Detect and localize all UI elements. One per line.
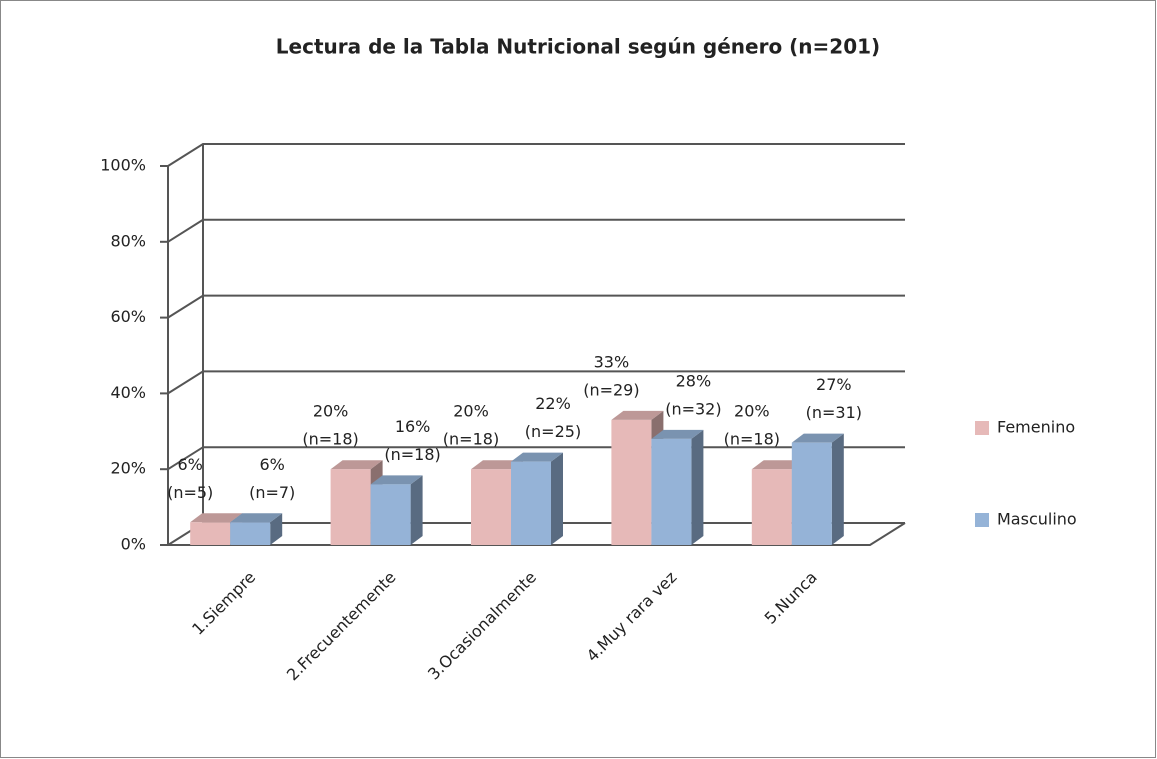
y-tick-label: 20% [110,459,146,478]
data-label: 33% [594,352,630,371]
y-tick-label: 80% [110,231,146,250]
bar-top [330,460,383,470]
bar-top [370,475,423,485]
data-label-count: (n=32) [665,399,721,418]
data-label: 20% [453,402,489,421]
data-label: 6% [178,455,203,474]
bar-top [791,433,844,443]
bar-top [471,460,523,470]
data-label-count: (n=18) [302,430,358,449]
bar [190,522,231,545]
data-label-count: (n=18) [724,430,780,449]
y-tick-label: 60% [110,307,146,326]
bar-top [611,410,664,420]
bar [471,469,511,545]
bar [751,469,792,545]
data-label: 27% [816,375,852,394]
data-label: 16% [395,417,431,436]
bar-top [651,429,704,439]
data-label: 22% [535,394,571,413]
bar-side [410,475,423,545]
bar [611,419,652,545]
data-label: 28% [676,371,712,390]
y-tick-label: 100% [100,156,146,175]
legend-label: Masculino [997,510,1077,529]
legend-swatch [975,513,989,527]
data-label-count: (n=29) [583,380,639,399]
chart-title: Lectura de la Tabla Nutricional según gé… [276,35,880,59]
bar-side [551,452,563,545]
bar-side [831,433,844,545]
bar-top [751,460,804,470]
data-label-count: (n=5) [167,483,213,502]
data-label: 20% [734,402,770,421]
data-label-count: (n=18) [443,430,499,449]
bar [230,522,271,545]
bar [791,442,832,545]
data-label-count: (n=18) [384,445,440,464]
bar-top [190,513,243,523]
bar [330,469,371,545]
legend-swatch [975,421,989,435]
data-label: 6% [260,455,285,474]
legend-label: Femenino [997,418,1075,437]
data-label: 20% [313,402,349,421]
bar [651,438,692,545]
data-label-count: (n=7) [249,483,295,502]
bar-side [270,513,283,545]
data-label-count: (n=31) [806,403,862,422]
bar-top [511,452,563,462]
y-tick-label: 0% [121,535,146,554]
data-label-count: (n=25) [525,422,581,441]
bar [511,461,551,545]
bar [370,484,411,545]
bar-top [230,513,283,523]
y-tick-label: 40% [110,383,146,402]
bar-side [691,429,704,545]
